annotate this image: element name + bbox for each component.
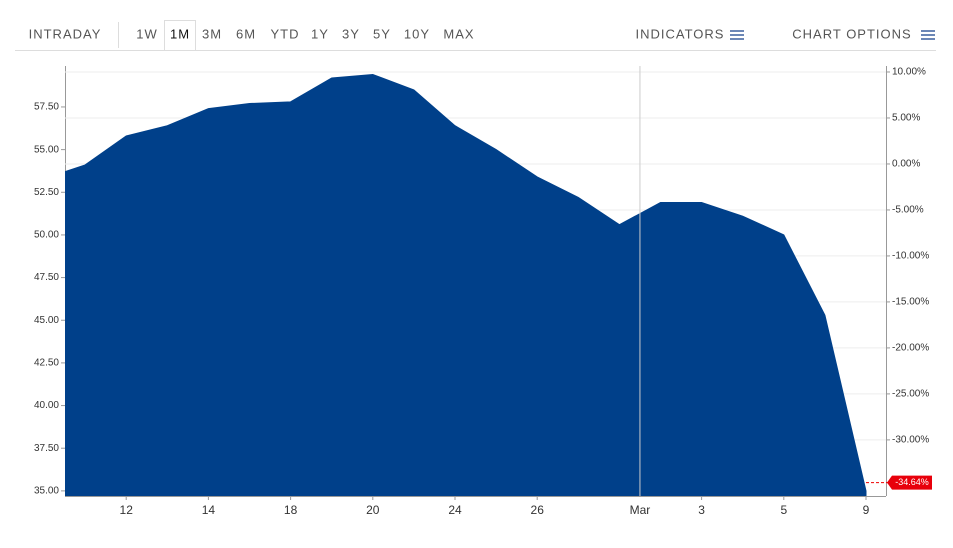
chart-options-icon[interactable]: [921, 30, 935, 40]
y2-tick-label: -5.00%: [892, 205, 924, 216]
y-tick-label: 37.50: [34, 443, 59, 454]
x-tick-label: 9: [863, 503, 870, 517]
y-tick-label: 47.50: [34, 272, 59, 283]
x-tick-label: Mar: [630, 503, 651, 517]
y2-tick-label: -30.00%: [892, 435, 929, 446]
range-button[interactable]: 3Y: [342, 26, 360, 41]
range-button[interactable]: 3M: [202, 26, 222, 41]
range-button[interactable]: 6M: [236, 26, 256, 41]
last-change-tag: [887, 475, 932, 490]
range-button[interactable]: 1W: [136, 26, 158, 41]
range-button[interactable]: MAX: [443, 26, 474, 41]
x-tick-label: 18: [284, 503, 298, 517]
x-tick-label: 14: [202, 503, 216, 517]
active-range-box: [164, 20, 196, 51]
range-button[interactable]: 1Y: [311, 26, 329, 41]
price-area: [65, 74, 867, 496]
y-tick-label: 57.50: [34, 102, 59, 113]
y2-tick-label: 10.00%: [892, 67, 926, 78]
y2-tick-label: 5.00%: [892, 113, 920, 124]
x-tick-label: 12: [120, 503, 134, 517]
y2-tick-label: 0.00%: [892, 159, 920, 170]
range-button[interactable]: 10Y: [404, 26, 430, 41]
x-tick-label: 20: [366, 503, 380, 517]
chart-options-button[interactable]: CHART OPTIONS: [792, 26, 911, 41]
y-tick-label: 42.50: [34, 358, 59, 369]
range-button[interactable]: 1M: [170, 26, 190, 41]
x-tick-label: 24: [448, 503, 462, 517]
range-button[interactable]: YTD: [271, 26, 300, 41]
y2-tick-label: -25.00%: [892, 389, 929, 400]
y-tick-label: 52.50: [34, 187, 59, 198]
x-tick-label: 3: [698, 503, 705, 517]
indicators-button[interactable]: INDICATORS: [636, 26, 725, 41]
y-tick-label: 35.00: [34, 486, 59, 497]
y2-tick-label: -20.00%: [892, 343, 929, 354]
x-tick-label: 5: [780, 503, 787, 517]
range-button[interactable]: 5Y: [373, 26, 391, 41]
y2-tick-label: -10.00%: [892, 251, 929, 262]
y-tick-label: 45.00: [34, 315, 59, 326]
last-change-label: -34.64%: [895, 477, 929, 487]
y-tick-label: 55.00: [34, 144, 59, 155]
plot: [65, 66, 867, 496]
y-tick-label: 40.00: [34, 400, 59, 411]
range-button[interactable]: INTRADAY: [29, 26, 102, 41]
x-tick-label: 26: [531, 503, 545, 517]
y-tick-label: 50.00: [34, 230, 59, 241]
y2-tick-label: -15.00%: [892, 297, 929, 308]
indicators-icon[interactable]: [730, 30, 744, 40]
